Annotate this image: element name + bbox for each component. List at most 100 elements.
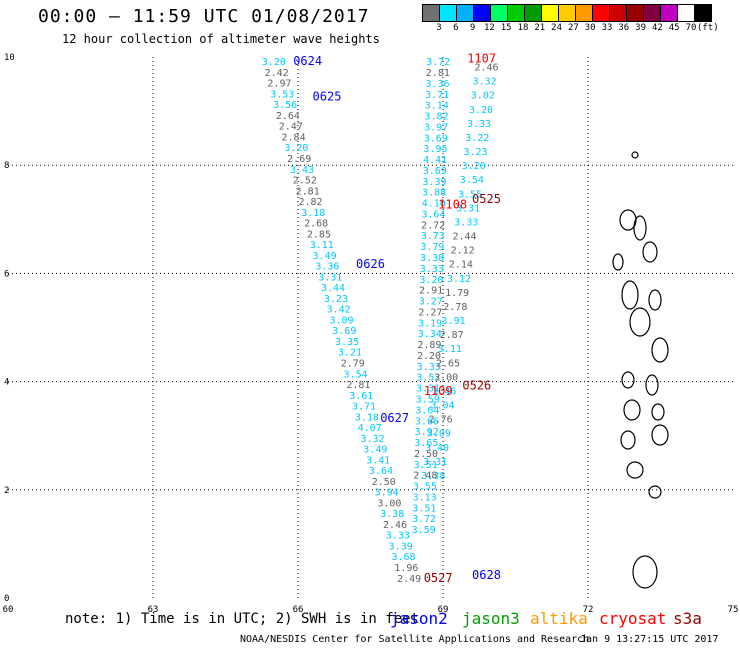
swh-value: 4.10	[422, 199, 446, 210]
swh-value: 2.81	[346, 380, 370, 391]
generated-timestamp: Jan 9 13:27:15 UTC 2017	[580, 634, 719, 645]
x-tick-label: 69	[438, 605, 449, 615]
swh-value: 3.79	[420, 242, 444, 253]
swh-value: 1.96	[394, 563, 418, 574]
swh-value: 3.46	[432, 386, 456, 397]
swh-value: 3.69	[332, 326, 356, 337]
swh-value: 3.43	[290, 165, 314, 176]
swh-value: 3.00	[377, 498, 401, 509]
swh-value: 3.31	[456, 203, 480, 214]
page-title: 00:00 — 11:59 UTC 01/08/2017	[38, 6, 370, 27]
legend-label: 33	[601, 23, 613, 33]
x-tick-label: 63	[148, 605, 159, 615]
legend-swatch	[694, 4, 712, 22]
swh-value: 3.94	[375, 488, 399, 499]
swh-value: 3.20	[284, 143, 308, 154]
swh-value: 2.27	[418, 307, 442, 318]
swh-value: 3.54	[460, 175, 484, 186]
island-outline	[626, 461, 644, 479]
swh-value: 3.14	[425, 101, 449, 112]
swh-value: 2.49	[397, 574, 421, 585]
swh-value: 3.64	[369, 466, 393, 477]
x-tick-label: 75	[728, 605, 739, 615]
swh-value: 3.38	[421, 471, 445, 482]
swh-value: 3.02	[471, 91, 495, 102]
swh-value: 3.38	[420, 253, 444, 264]
swh-value: 3.23	[463, 147, 487, 158]
swh-value: 3.95	[423, 144, 447, 155]
swh-value: 3.49	[313, 251, 337, 262]
swh-value: 3.68	[391, 552, 415, 563]
y-tick-label: 0	[4, 594, 9, 604]
map-grid	[8, 57, 733, 598]
swh-value: 2.12	[451, 246, 475, 257]
legend-label: 9	[469, 23, 476, 33]
swh-value: 3.40	[425, 443, 449, 454]
swh-value: 3.64	[415, 405, 439, 416]
pass-time-label: 0627	[380, 411, 409, 425]
swh-value: 2.46	[474, 63, 498, 74]
island-outline	[612, 253, 624, 271]
swh-value: 3.20	[262, 57, 286, 68]
swh-value: 3.51	[414, 460, 438, 471]
y-tick-label: 10	[4, 53, 15, 63]
swh-value: 2.14	[449, 260, 473, 271]
x-tick-label: 66	[293, 605, 304, 615]
island-outline	[645, 374, 659, 396]
x-tick-label: 60	[3, 605, 14, 615]
pass-time-label: 0624	[293, 54, 322, 68]
legend-label: 3	[436, 23, 442, 33]
swh-value: 2.46	[383, 520, 407, 531]
pass-time-label: 1109	[424, 384, 453, 398]
swh-value: 3.33	[417, 362, 441, 373]
swh-value: 3.18	[301, 208, 325, 219]
legend-label: 6	[453, 23, 459, 33]
island-outline	[648, 485, 662, 499]
swh-value: 2.89	[417, 340, 441, 351]
swh-value: 3.59	[416, 394, 440, 405]
swh-value: 3.20	[462, 161, 486, 172]
swh-value: 3.54	[344, 369, 368, 380]
swh-value: 2.76	[429, 415, 453, 426]
swh-value: 3.11	[310, 240, 334, 251]
credit-line: NOAA/NESDIS Center for Satellite Applica…	[240, 634, 590, 645]
pass-time-label: 0525	[472, 192, 501, 206]
swh-value: 2.87	[440, 330, 464, 341]
swh-value: 3.22	[465, 133, 489, 144]
swh-value: 3.41	[366, 455, 390, 466]
swh-value: 1.79	[445, 288, 469, 299]
swh-value: 3.61	[349, 391, 373, 402]
swh-value: 2.85	[307, 229, 331, 240]
island-outline	[651, 403, 665, 421]
swh-value: 2.50	[414, 449, 438, 460]
swh-value: 3.19	[418, 318, 442, 329]
sat-label-altika: altika	[530, 609, 588, 628]
legend-label: 42	[651, 23, 663, 33]
legend-label: (ft)	[696, 23, 719, 33]
swh-value: 2.50	[372, 477, 396, 488]
swh-value: 3.23	[324, 294, 348, 305]
swh-value: 2.47	[279, 122, 303, 133]
swh-value: 3.71	[352, 402, 376, 413]
swh-value: 3.71	[425, 90, 449, 101]
swh-value: 2.78	[443, 302, 467, 313]
swh-value: 3.12	[447, 274, 471, 285]
island-outline	[651, 424, 669, 446]
island-outline	[632, 555, 658, 589]
swh-value: 3.36	[425, 79, 449, 90]
coastline	[612, 151, 669, 589]
swh-value: 3.11	[438, 344, 462, 355]
legend-label: 24	[551, 23, 563, 33]
swh-value: 2.84	[282, 132, 306, 143]
swh-value: 3.69	[424, 133, 448, 144]
island-outline	[631, 151, 639, 159]
legend-label: 70	[685, 23, 697, 33]
island-outline	[620, 430, 636, 450]
swh-value: 3.32	[473, 77, 497, 88]
pass-time-label: 0626	[356, 257, 385, 271]
swh-value: 3.33	[420, 264, 444, 275]
swh-value: 3.53	[270, 89, 294, 100]
sat-label-jason3: jason3	[462, 609, 520, 628]
pass-time-label: 1108	[438, 197, 467, 211]
